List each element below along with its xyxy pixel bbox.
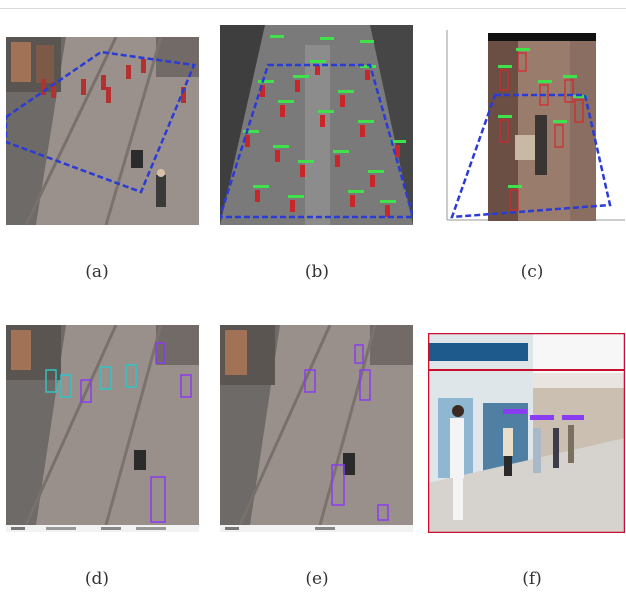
caption-d: (d) — [84, 569, 110, 589]
panel-d-tracked-street — [6, 325, 199, 532]
top-rule — [0, 8, 626, 9]
panel-e-tracked-street — [220, 325, 413, 532]
caption-f: (f) — [522, 569, 542, 589]
panel-f-storefront-queue — [428, 333, 625, 533]
caption-e: (e) — [305, 569, 329, 589]
panel-b-crowd-detections — [220, 25, 413, 225]
panel-c-narrow-street-roi — [440, 25, 625, 225]
caption-c: (c) — [520, 262, 544, 282]
panel-a-street-roi — [6, 37, 199, 225]
caption-b: (b) — [304, 262, 330, 282]
caption-a: (a) — [85, 262, 109, 282]
